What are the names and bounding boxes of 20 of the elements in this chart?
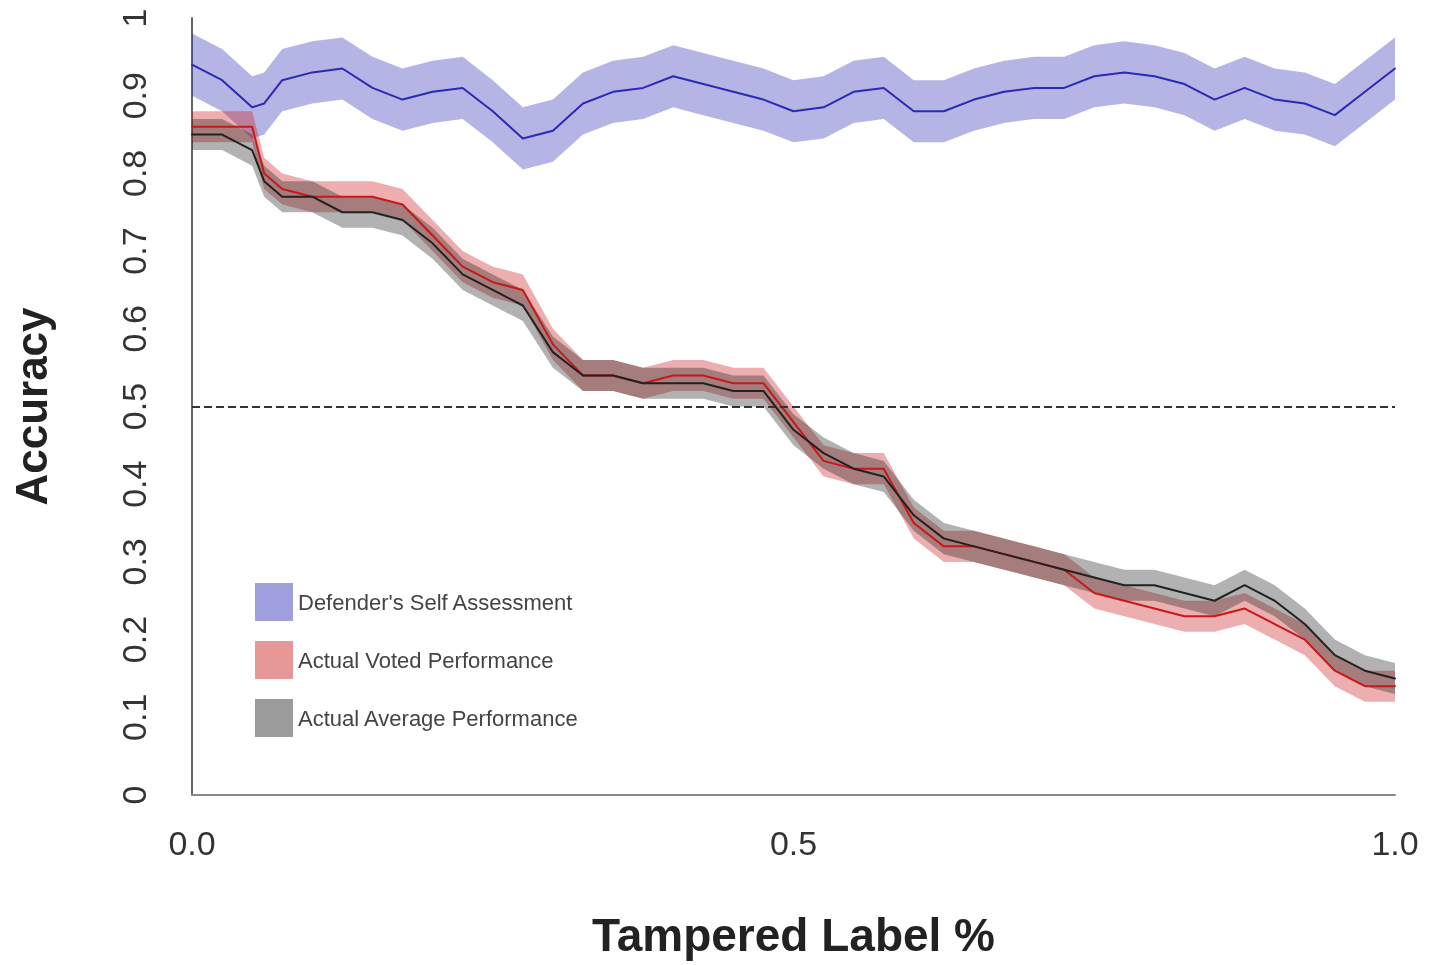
y-tick-label: 0 xyxy=(115,785,153,805)
y-tick-label: 1 xyxy=(115,8,153,28)
y-tick-label: 0.4 xyxy=(115,460,153,508)
y-axis-title: Accuracy xyxy=(6,306,56,506)
legend-label: Actual Average Performance xyxy=(298,705,578,731)
y-tick-label: 0.9 xyxy=(115,72,153,120)
x-tick-label: 0.0 xyxy=(168,824,216,862)
line-series xyxy=(191,63,1396,140)
x-tick-label: 0.5 xyxy=(769,824,818,862)
legend-label: Actual Voted Performance xyxy=(298,647,554,673)
y-tick-label: 0.7 xyxy=(115,227,153,275)
y-tick-label: 0.1 xyxy=(115,693,153,741)
y-tick-label: 0.6 xyxy=(115,305,153,353)
x-axis-title: Tampered Label % xyxy=(591,909,996,961)
y-tick-label: 0.8 xyxy=(115,149,153,198)
y-tick-label: 0.5 xyxy=(115,382,153,431)
legend-label: Defender's Self Assessment xyxy=(298,589,573,615)
y-tick-label: 0.3 xyxy=(115,538,153,586)
x-tick-label: 1.0 xyxy=(1371,824,1419,862)
y-tick-label: 0.2 xyxy=(115,615,153,664)
